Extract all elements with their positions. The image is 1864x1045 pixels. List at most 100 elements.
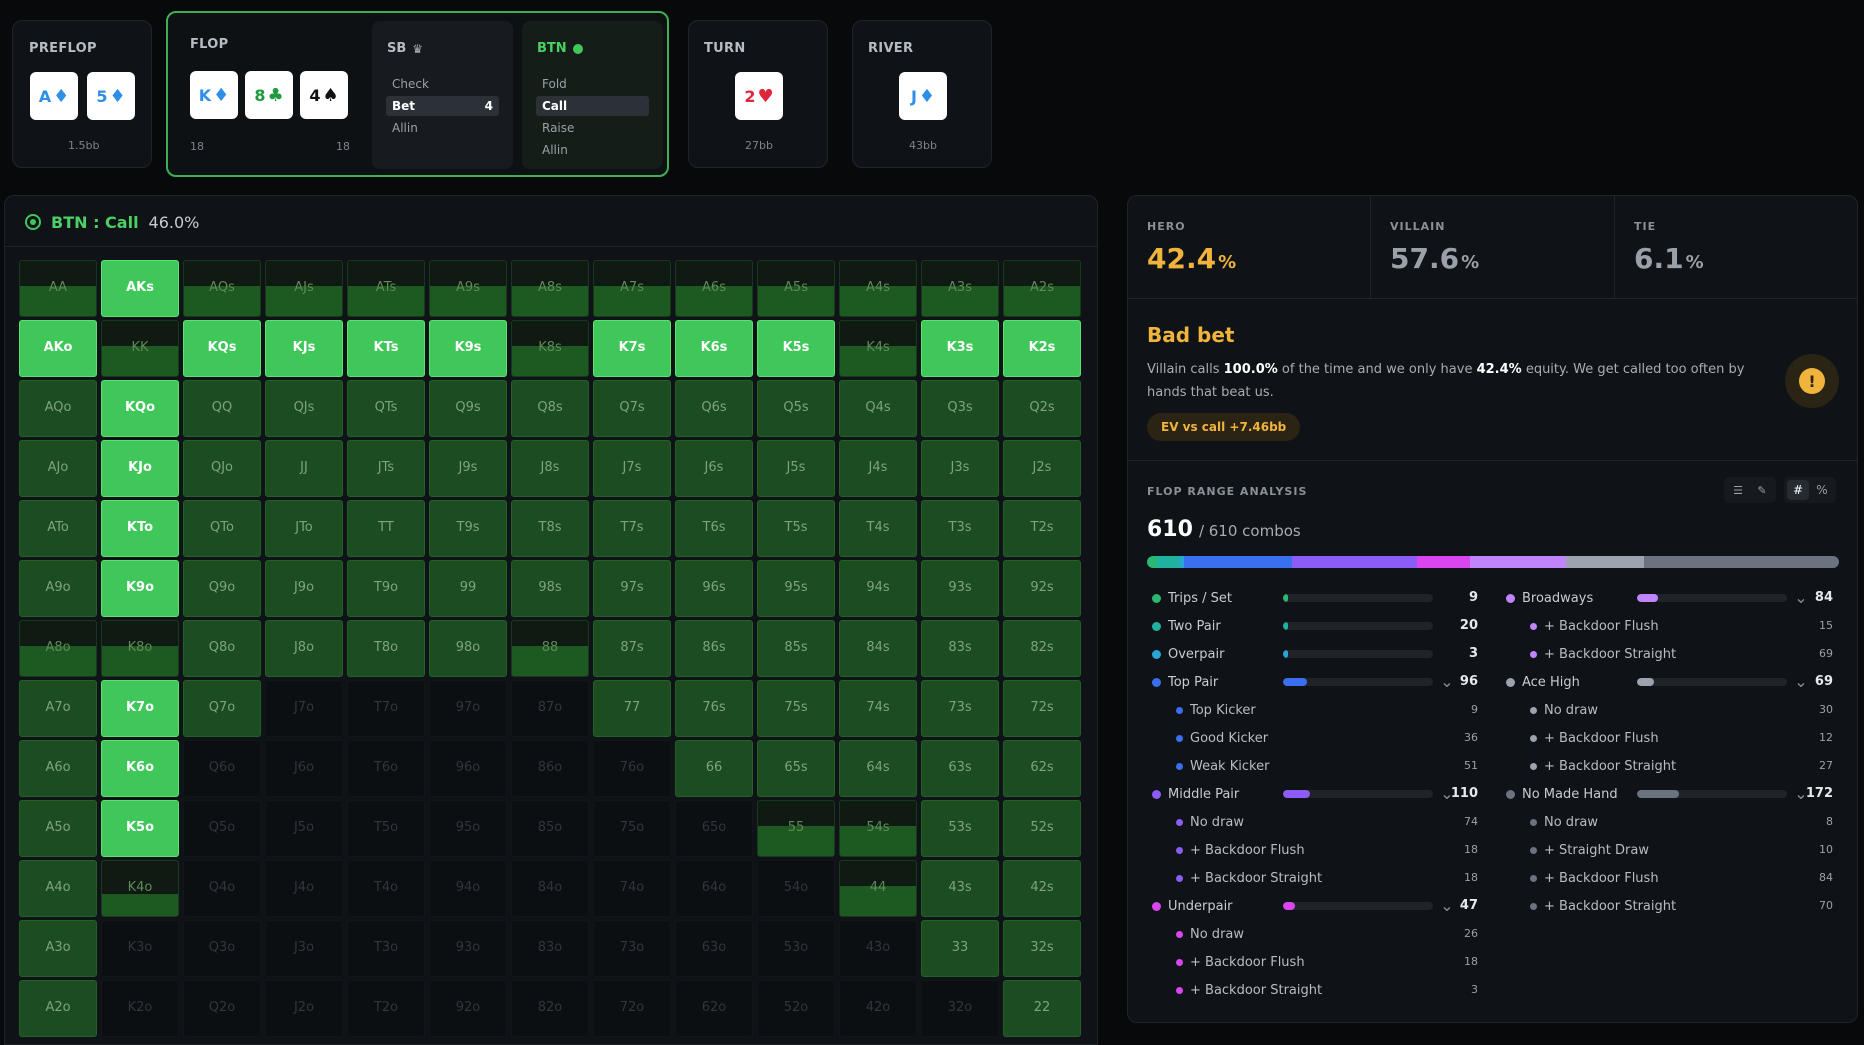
range-cell[interactable]: KJo <box>101 440 179 497</box>
range-cell[interactable]: K4o <box>101 860 179 917</box>
range-cell[interactable]: QQ <box>183 380 261 437</box>
street-river[interactable]: RIVER J ♦ 43bb <box>852 20 992 168</box>
range-cell[interactable]: 53s <box>921 800 999 857</box>
range-cell[interactable]: T5o <box>347 800 425 857</box>
list-icon[interactable]: ☰ <box>1733 483 1743 497</box>
range-cell[interactable]: 88 <box>511 620 589 677</box>
range-cell[interactable]: J7s <box>593 440 671 497</box>
range-cell[interactable]: QJo <box>183 440 261 497</box>
range-cell[interactable]: 43s <box>921 860 999 917</box>
range-cell[interactable]: 92s <box>1003 560 1081 617</box>
range-cell[interactable]: Q2s <box>1003 380 1081 437</box>
range-cell[interactable]: A3s <box>921 260 999 317</box>
range-cell[interactable]: J6o <box>265 740 343 797</box>
range-cell[interactable]: 55 <box>757 800 835 857</box>
range-cell[interactable]: KJs <box>265 320 343 377</box>
range-cell[interactable]: T8o <box>347 620 425 677</box>
hash-icon[interactable]: # <box>1787 480 1809 500</box>
range-cell[interactable]: QJs <box>265 380 343 437</box>
action-call[interactable]: Call <box>536 96 649 116</box>
action-raise[interactable]: Raise <box>536 118 649 138</box>
range-cell[interactable]: 82s <box>1003 620 1081 677</box>
range-cell[interactable]: 75s <box>757 680 835 737</box>
range-cell[interactable]: 93s <box>921 560 999 617</box>
range-cell[interactable]: J3o <box>265 920 343 977</box>
range-cell[interactable]: AKo <box>19 320 97 377</box>
range-cell[interactable]: T7s <box>593 500 671 557</box>
range-cell[interactable]: 85s <box>757 620 835 677</box>
range-cell[interactable]: JJ <box>265 440 343 497</box>
range-cell[interactable]: J4o <box>265 860 343 917</box>
range-cell[interactable]: Q8o <box>183 620 261 677</box>
range-cell[interactable]: A2s <box>1003 260 1081 317</box>
range-cell[interactable]: 33 <box>921 920 999 977</box>
range-cell[interactable]: 32s <box>1003 920 1081 977</box>
range-cell[interactable]: K9s <box>429 320 507 377</box>
range-cell[interactable]: AQo <box>19 380 97 437</box>
range-cell[interactable]: 86o <box>511 740 589 797</box>
range-cell[interactable]: J5s <box>757 440 835 497</box>
range-cell[interactable]: 84s <box>839 620 917 677</box>
range-cell[interactable]: 65o <box>675 800 753 857</box>
range-cell[interactable]: 76o <box>593 740 671 797</box>
range-cell[interactable]: 42o <box>839 980 917 1037</box>
chevron-down-icon[interactable]: ⌄ <box>1440 671 1454 691</box>
legend-item[interactable]: Ace High <box>1506 672 1580 692</box>
range-cell[interactable]: 98o <box>429 620 507 677</box>
range-cell[interactable]: K9o <box>101 560 179 617</box>
range-cell[interactable]: AKs <box>101 260 179 317</box>
range-cell[interactable]: KTs <box>347 320 425 377</box>
range-cell[interactable]: 53o <box>757 920 835 977</box>
range-cell[interactable]: Q6s <box>675 380 753 437</box>
range-cell[interactable]: 54o <box>757 860 835 917</box>
range-cell[interactable]: K5s <box>757 320 835 377</box>
range-cell[interactable]: J8s <box>511 440 589 497</box>
range-cell[interactable]: J4s <box>839 440 917 497</box>
pin-icon[interactable]: ✎ <box>1757 483 1767 497</box>
range-cell[interactable]: A5s <box>757 260 835 317</box>
range-cell[interactable]: Q2o <box>183 980 261 1037</box>
legend-item[interactable]: Broadways <box>1506 588 1593 608</box>
range-cell[interactable]: A3o <box>19 920 97 977</box>
range-cell[interactable]: 52o <box>757 980 835 1037</box>
range-cell[interactable]: K7o <box>101 680 179 737</box>
range-cell[interactable]: J9o <box>265 560 343 617</box>
range-cell[interactable]: 75o <box>593 800 671 857</box>
range-cell[interactable]: K7s <box>593 320 671 377</box>
range-cell[interactable]: 65s <box>757 740 835 797</box>
range-cell[interactable]: 87s <box>593 620 671 677</box>
range-cell[interactable]: AQs <box>183 260 261 317</box>
street-flop[interactable]: FLOP K ♦ 8 ♣ 4 ♠ 18 18 SB ♛ Check Bet 4 Alli… <box>166 11 669 177</box>
range-cell[interactable]: T3o <box>347 920 425 977</box>
range-cell[interactable]: T8s <box>511 500 589 557</box>
range-cell[interactable]: T4o <box>347 860 425 917</box>
range-cell[interactable]: T6o <box>347 740 425 797</box>
range-cell[interactable]: AA <box>19 260 97 317</box>
range-cell[interactable]: T9s <box>429 500 507 557</box>
range-cell[interactable]: 92o <box>429 980 507 1037</box>
range-cell[interactable]: J2o <box>265 980 343 1037</box>
range-cell[interactable]: Q4o <box>183 860 261 917</box>
range-cell[interactable]: A6o <box>19 740 97 797</box>
range-cell[interactable]: Q6o <box>183 740 261 797</box>
range-cell[interactable]: Q3s <box>921 380 999 437</box>
legend-item[interactable]: Two Pair <box>1152 616 1221 636</box>
range-cell[interactable]: 52s <box>1003 800 1081 857</box>
chevron-down-icon[interactable]: ⌄ <box>1794 671 1808 691</box>
range-cell[interactable]: 83o <box>511 920 589 977</box>
range-cell[interactable]: 77 <box>593 680 671 737</box>
range-cell[interactable]: 74o <box>593 860 671 917</box>
range-cell[interactable]: 73o <box>593 920 671 977</box>
range-cell[interactable]: ATo <box>19 500 97 557</box>
range-cell[interactable]: K6s <box>675 320 753 377</box>
range-cell[interactable]: A4s <box>839 260 917 317</box>
range-cell[interactable]: J2s <box>1003 440 1081 497</box>
range-cell[interactable]: 43o <box>839 920 917 977</box>
range-cell[interactable]: 73s <box>921 680 999 737</box>
range-cell[interactable]: 64s <box>839 740 917 797</box>
range-cell[interactable]: KTo <box>101 500 179 557</box>
street-preflop[interactable]: PREFLOP A ♦ 5 ♦ 1.5bb <box>12 20 152 168</box>
range-cell[interactable]: A7s <box>593 260 671 317</box>
range-cell[interactable]: Q5o <box>183 800 261 857</box>
range-cell[interactable]: 66 <box>675 740 753 797</box>
